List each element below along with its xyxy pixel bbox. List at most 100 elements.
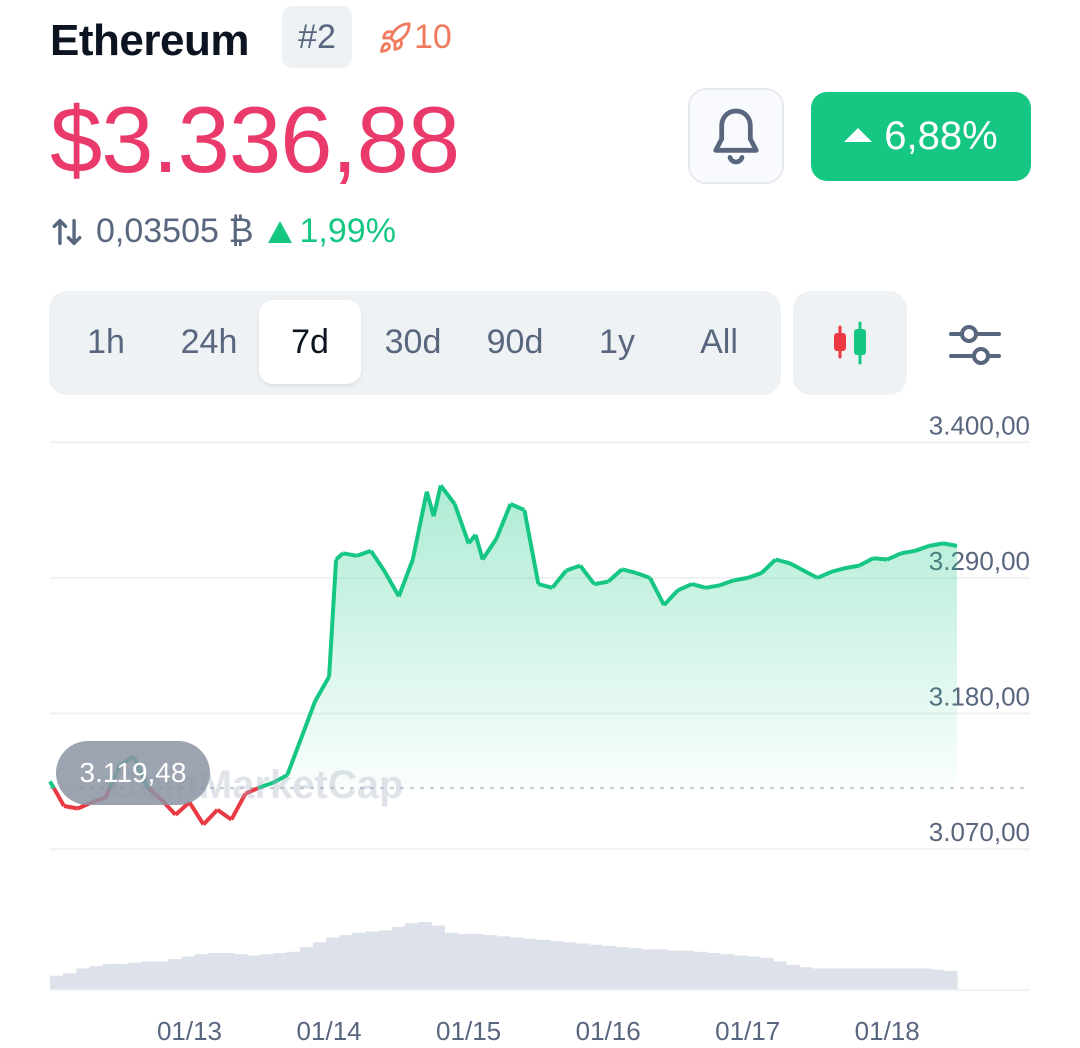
start-price-label: 3.119,48	[80, 757, 187, 788]
volume-bar	[549, 941, 564, 990]
bell-icon	[713, 108, 759, 165]
x-tick-label: 01/14	[297, 1016, 362, 1046]
swap-arrows-icon	[52, 218, 82, 245]
btc-change-value: 1,99%	[299, 212, 396, 250]
volume-bar	[575, 943, 590, 990]
btc-change: 1,99%	[267, 212, 396, 251]
x-tick-label: 01/16	[576, 1016, 641, 1046]
volume-bar	[720, 954, 735, 990]
price-change-badge: 6,88%	[811, 92, 1031, 181]
volume-bar	[142, 961, 156, 990]
volume-bar	[457, 933, 472, 990]
price-alert-button[interactable]	[688, 88, 784, 184]
volume-bar	[247, 955, 261, 990]
volume-bar	[50, 975, 64, 990]
volume-bar	[930, 969, 945, 990]
volume-bar	[339, 935, 353, 990]
volume-bar	[115, 963, 130, 990]
volume-bar	[220, 953, 235, 990]
x-axis-labels: 01/13 01/14 01/15 01/16 01/17 01/18	[157, 1016, 920, 1046]
volume-bar	[562, 942, 577, 990]
trend-count: 10	[414, 18, 452, 56]
volume-bar	[404, 923, 419, 990]
volume-bar	[260, 954, 274, 990]
volume-bar	[825, 968, 840, 990]
volume-bar	[707, 953, 721, 990]
current-price: $3.336,88	[50, 87, 460, 192]
volume-bar	[181, 956, 196, 990]
price-area-fill	[50, 485, 957, 789]
volume-bar	[865, 968, 879, 990]
up-triangle-icon	[267, 220, 292, 243]
volume-bar	[194, 954, 209, 990]
volume-bar	[851, 968, 866, 990]
volume-bar	[891, 968, 905, 990]
volume-bars	[50, 922, 1030, 991]
volume-bar	[667, 950, 682, 990]
volume-bar	[128, 962, 143, 990]
volume-bar	[378, 930, 393, 990]
range-tab-7d[interactable]: 7d	[259, 300, 361, 384]
volume-bar	[943, 970, 958, 990]
volume-bar	[89, 966, 104, 990]
volume-bar	[273, 953, 288, 990]
volume-bar	[510, 937, 524, 990]
volume-bar	[786, 964, 800, 990]
volume-bar	[654, 949, 669, 990]
volume-bar	[615, 947, 629, 990]
volume-bar	[234, 954, 248, 990]
range-tab-1y[interactable]: 1y	[599, 322, 635, 361]
volume-bar	[483, 935, 498, 990]
volume-bar	[523, 938, 537, 990]
price-change-value: 6,88%	[884, 114, 998, 158]
volume-bar	[352, 932, 366, 990]
range-tab-all[interactable]: All	[700, 322, 738, 361]
volume-bar	[799, 967, 813, 990]
trending-indicator[interactable]: 10	[378, 18, 452, 57]
x-tick-label: 01/13	[157, 1016, 222, 1046]
volume-bar	[365, 931, 380, 990]
price-line-up	[48, 484, 958, 790]
price-chart[interactable]: 3.400,003.290,003.180,003.070,00 CoinMar…	[0, 410, 1080, 1048]
volume-bar	[917, 968, 932, 990]
volume-bar	[694, 951, 708, 990]
volume-bar	[681, 950, 695, 990]
start-price-pill: 3.119,48	[56, 741, 210, 805]
volume-bar	[299, 947, 314, 990]
x-tick-label: 01/18	[855, 1016, 920, 1046]
range-tab-30d[interactable]: 30d	[384, 322, 442, 361]
volume-bar	[431, 925, 445, 990]
range-tab-90d[interactable]: 90d	[486, 322, 544, 361]
volume-bar	[102, 963, 117, 990]
volume-bar	[838, 968, 853, 990]
sliders-icon	[949, 325, 1001, 365]
volume-bar	[628, 948, 643, 990]
volume-bar	[168, 959, 182, 990]
volume-bar	[207, 953, 222, 990]
btc-price-row: 0,03505 ₿ 1,99%	[50, 212, 396, 251]
up-triangle-icon	[844, 127, 873, 142]
volume-bar	[773, 961, 787, 990]
volume-bar	[326, 937, 340, 990]
rank-badge: #2	[282, 6, 352, 68]
volume-bar	[812, 968, 827, 990]
volume-bar	[391, 926, 406, 990]
candlestick-toggle-button[interactable]	[793, 291, 907, 395]
btc-price: 0,03505 ₿	[96, 212, 254, 250]
chart-settings-button[interactable]	[930, 300, 1020, 390]
volume-bar	[155, 961, 169, 990]
range-tab-24h[interactable]: 24h	[180, 322, 238, 361]
y-tick-label: 3.070,00	[929, 817, 1030, 847]
volume-bar	[746, 956, 761, 990]
time-range-tabs: 1h 24h 7d 30d 90d 1y All	[49, 291, 781, 395]
range-tab-1h[interactable]: 1h	[87, 322, 125, 361]
volume-bar	[76, 968, 90, 990]
volume-bar	[536, 939, 551, 990]
volume-bar	[641, 949, 656, 990]
volume-bar	[63, 973, 77, 990]
volume-bar	[733, 955, 748, 990]
volume-bar	[286, 951, 301, 990]
volume-bar	[312, 942, 327, 990]
candlestick-icon	[834, 321, 866, 365]
rocket-icon	[380, 21, 411, 53]
